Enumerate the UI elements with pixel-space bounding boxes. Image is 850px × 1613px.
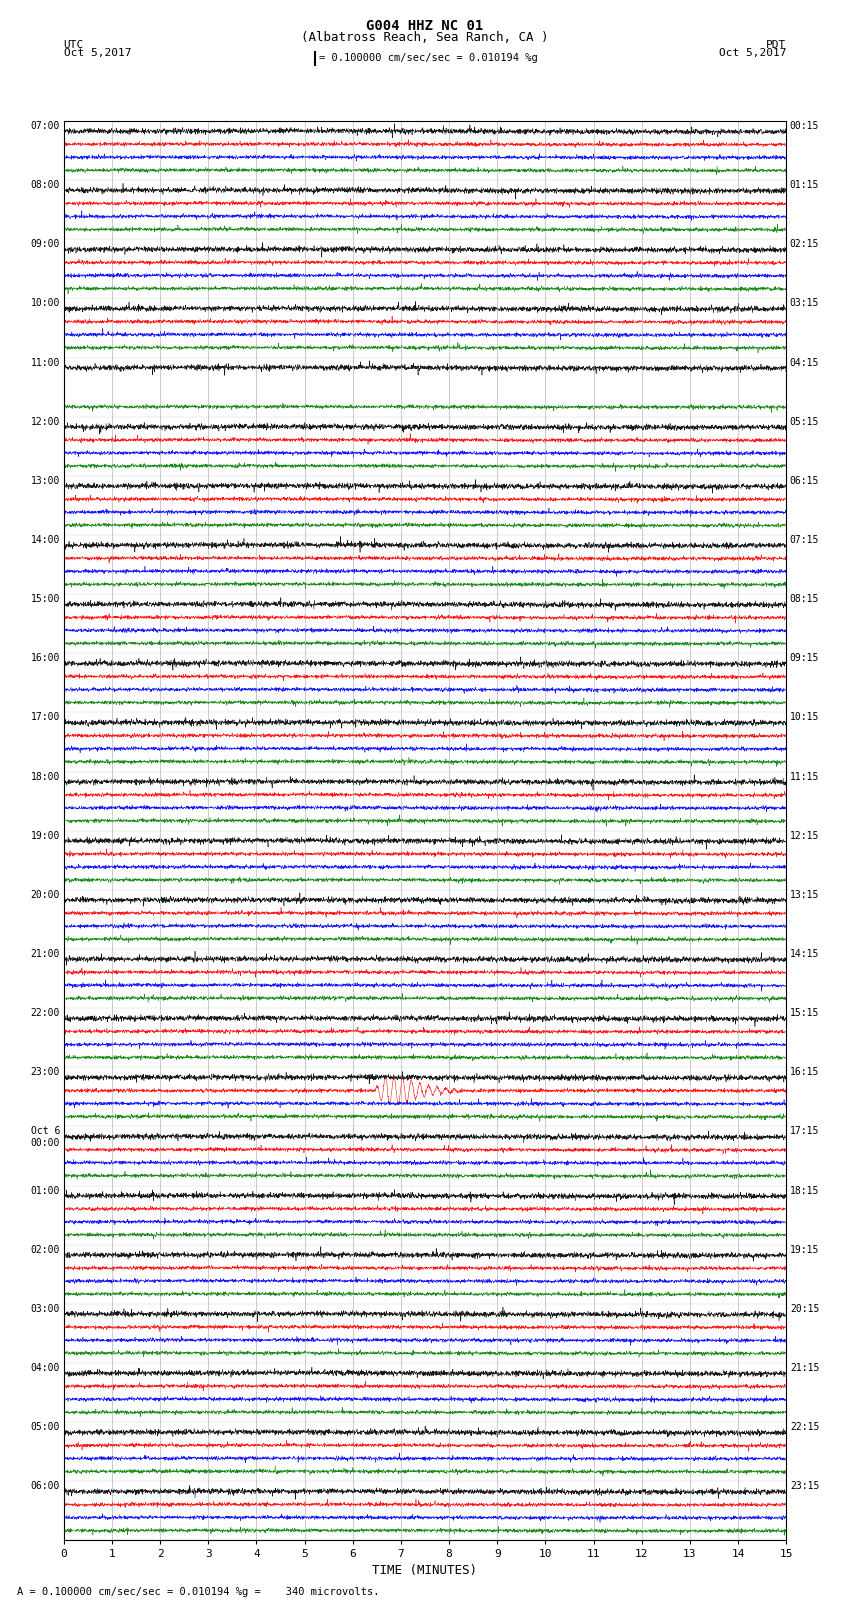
Text: 05:00: 05:00 bbox=[31, 1423, 60, 1432]
Text: 11:00: 11:00 bbox=[31, 358, 60, 368]
Text: Oct 6
00:00: Oct 6 00:00 bbox=[31, 1126, 60, 1148]
Text: 08:15: 08:15 bbox=[790, 594, 819, 605]
Text: 22:00: 22:00 bbox=[31, 1008, 60, 1018]
Text: 07:15: 07:15 bbox=[790, 536, 819, 545]
Text: 06:00: 06:00 bbox=[31, 1481, 60, 1492]
Text: 23:15: 23:15 bbox=[790, 1481, 819, 1492]
Text: 04:00: 04:00 bbox=[31, 1363, 60, 1373]
Text: 18:15: 18:15 bbox=[790, 1186, 819, 1195]
Text: 15:00: 15:00 bbox=[31, 594, 60, 605]
Text: 12:00: 12:00 bbox=[31, 416, 60, 427]
Text: 14:15: 14:15 bbox=[790, 948, 819, 960]
Text: 03:15: 03:15 bbox=[790, 298, 819, 308]
X-axis label: TIME (MINUTES): TIME (MINUTES) bbox=[372, 1563, 478, 1576]
Text: 16:00: 16:00 bbox=[31, 653, 60, 663]
Text: 13:00: 13:00 bbox=[31, 476, 60, 486]
Text: 21:00: 21:00 bbox=[31, 948, 60, 960]
Text: 20:00: 20:00 bbox=[31, 890, 60, 900]
Text: 10:15: 10:15 bbox=[790, 713, 819, 723]
Text: 23:00: 23:00 bbox=[31, 1068, 60, 1077]
Text: Oct 5,2017: Oct 5,2017 bbox=[719, 48, 786, 58]
Text: 04:15: 04:15 bbox=[790, 358, 819, 368]
Text: = 0.100000 cm/sec/sec = 0.010194 %g: = 0.100000 cm/sec/sec = 0.010194 %g bbox=[319, 53, 537, 63]
Text: 17:00: 17:00 bbox=[31, 713, 60, 723]
Text: 09:00: 09:00 bbox=[31, 239, 60, 250]
Text: 19:15: 19:15 bbox=[790, 1245, 819, 1255]
Text: 17:15: 17:15 bbox=[790, 1126, 819, 1137]
Text: UTC: UTC bbox=[64, 40, 84, 50]
Text: (Albatross Reach, Sea Ranch, CA ): (Albatross Reach, Sea Ranch, CA ) bbox=[301, 31, 549, 44]
Text: 14:00: 14:00 bbox=[31, 536, 60, 545]
Text: 16:15: 16:15 bbox=[790, 1068, 819, 1077]
Text: 12:15: 12:15 bbox=[790, 831, 819, 840]
Text: 22:15: 22:15 bbox=[790, 1423, 819, 1432]
Text: A = 0.100000 cm/sec/sec = 0.010194 %g =    340 microvolts.: A = 0.100000 cm/sec/sec = 0.010194 %g = … bbox=[17, 1587, 379, 1597]
Text: 03:00: 03:00 bbox=[31, 1303, 60, 1315]
Text: 01:00: 01:00 bbox=[31, 1186, 60, 1195]
Text: 15:15: 15:15 bbox=[790, 1008, 819, 1018]
Text: 09:15: 09:15 bbox=[790, 653, 819, 663]
Text: 11:15: 11:15 bbox=[790, 771, 819, 782]
Text: PDT: PDT bbox=[766, 40, 786, 50]
Text: G004 HHZ NC 01: G004 HHZ NC 01 bbox=[366, 19, 484, 34]
Text: 13:15: 13:15 bbox=[790, 890, 819, 900]
Text: Oct 5,2017: Oct 5,2017 bbox=[64, 48, 131, 58]
Text: 10:00: 10:00 bbox=[31, 298, 60, 308]
Text: 00:15: 00:15 bbox=[790, 121, 819, 131]
Text: 01:15: 01:15 bbox=[790, 181, 819, 190]
Text: 21:15: 21:15 bbox=[790, 1363, 819, 1373]
Text: 07:00: 07:00 bbox=[31, 121, 60, 131]
Text: 05:15: 05:15 bbox=[790, 416, 819, 427]
Text: 02:15: 02:15 bbox=[790, 239, 819, 250]
Text: 08:00: 08:00 bbox=[31, 181, 60, 190]
Text: 19:00: 19:00 bbox=[31, 831, 60, 840]
Text: 20:15: 20:15 bbox=[790, 1303, 819, 1315]
Text: 02:00: 02:00 bbox=[31, 1245, 60, 1255]
Text: 06:15: 06:15 bbox=[790, 476, 819, 486]
Text: 18:00: 18:00 bbox=[31, 771, 60, 782]
